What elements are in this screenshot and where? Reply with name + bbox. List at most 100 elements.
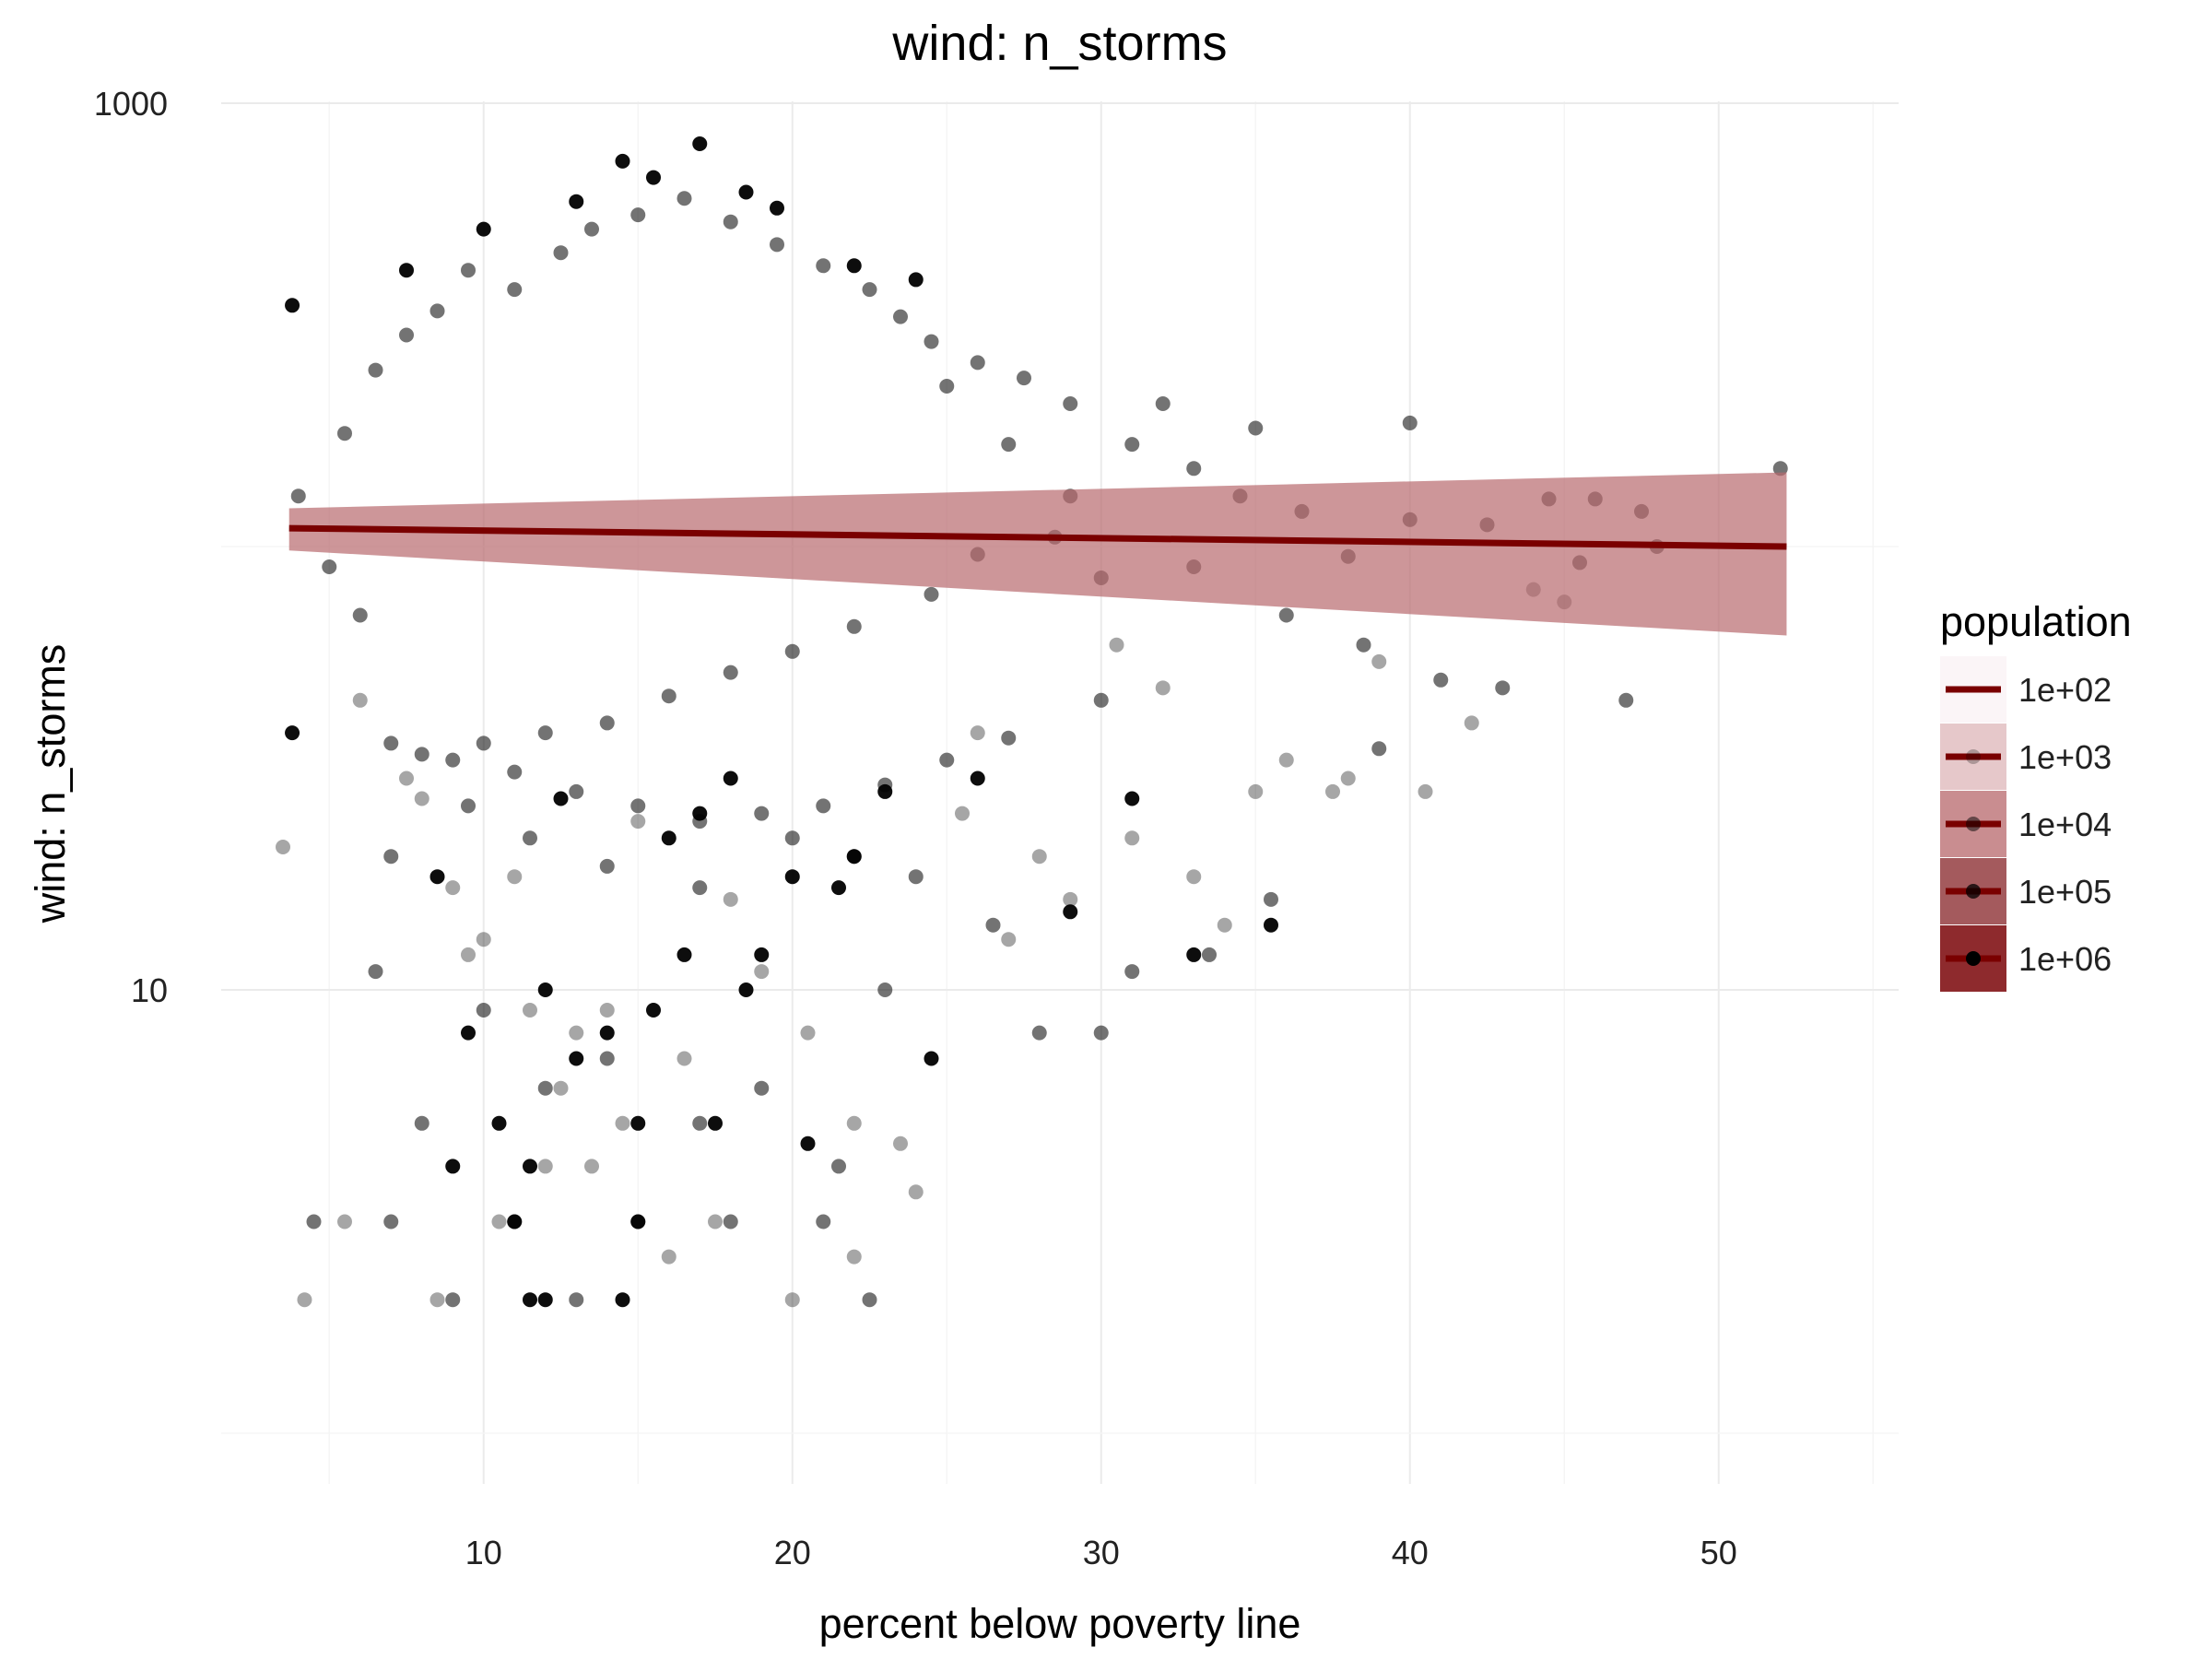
x-tick-label: 50 [1700,1534,1737,1571]
data-point [523,830,537,846]
data-point [1248,420,1264,436]
y-tick-label: 10 [131,971,168,1009]
data-point [1001,932,1017,947]
data-point [800,1025,816,1041]
legend-label: 1e+03 [2018,738,2112,776]
data-point [461,947,476,962]
data-point [677,947,692,962]
data-point [297,1292,312,1308]
data-point [507,282,523,298]
chart-title: wind: n_storms [891,16,1227,71]
data-point [1248,783,1264,799]
data-point [770,237,784,253]
data-point [553,1080,569,1096]
data-point [368,964,383,980]
data-point [615,1115,630,1131]
data-point [1001,437,1017,453]
data-point [692,1115,708,1131]
data-point [584,221,599,237]
trend-layer [288,472,1787,636]
data-point [970,725,985,741]
data-point [553,245,569,261]
data-point [290,488,306,504]
data-point [491,1115,507,1131]
legend-key-point [1966,951,1981,966]
data-point [924,586,939,602]
data-point [461,263,476,278]
data-point [306,1214,322,1230]
data-point [584,1159,599,1174]
data-point [476,735,491,751]
data-point [569,783,584,799]
data-point [476,221,491,237]
data-point [1402,415,1418,430]
data-point [738,184,754,200]
data-point [285,725,300,741]
data-point [599,715,615,731]
data-point [1371,653,1387,669]
data-point [1264,917,1278,933]
data-point [770,200,784,216]
data-point [723,771,738,786]
legend-items: 1e+02 1e+03 1e+04 1e+05 1e+06 [1940,656,2112,992]
data-point [1124,437,1140,453]
data-point [1001,730,1017,746]
legend-key-point [1966,817,1981,831]
data-point [908,1184,924,1200]
data-point [939,379,955,394]
data-point [1124,964,1140,980]
data-point [784,830,800,846]
data-point [784,1292,800,1308]
legend-label: 1e+05 [2018,873,2112,911]
data-point [399,327,414,343]
data-point [1186,461,1202,477]
data-point [507,764,523,780]
data-point [399,263,414,278]
data-point [383,735,399,751]
data-point [507,869,523,885]
y-tick-label: 1000 [94,85,168,123]
data-point [1031,849,1047,865]
x-tick-label: 30 [1083,1534,1120,1571]
data-point [970,771,985,786]
data-point [322,559,337,575]
data-point [1093,1025,1109,1041]
data-point [523,1003,537,1018]
x-tick-label: 40 [1392,1534,1429,1571]
data-point [1278,752,1294,768]
data-point [1093,692,1109,708]
data-point [1325,783,1340,799]
data-point [1063,904,1078,920]
data-point [445,880,461,896]
data-point [537,982,553,997]
data-point [414,747,429,762]
data-point [429,1292,445,1308]
data-point [1772,461,1788,477]
data-point [615,1292,630,1308]
data-point [1356,637,1371,653]
data-point [784,869,800,885]
data-point [1155,396,1171,412]
data-point [337,1214,352,1230]
data-point [816,258,831,274]
data-point [677,191,692,206]
data-point [754,964,770,980]
data-point [537,1159,553,1174]
data-point [1124,791,1140,806]
data-point [1186,869,1202,885]
data-point [414,791,429,806]
legend-key-point [1966,749,1981,764]
y-axis-title: wind: n_storms [27,644,74,924]
data-point [429,869,445,885]
data-point [846,1249,862,1265]
x-axis-title: percent below poverty line [819,1600,1301,1647]
data-point [1063,891,1078,907]
data-point [1217,917,1232,933]
data-point [476,932,491,947]
data-point [723,891,738,907]
data-point [924,1051,939,1066]
data-point [445,752,461,768]
data-point [692,136,708,152]
data-point [908,272,924,288]
data-point [476,1003,491,1018]
